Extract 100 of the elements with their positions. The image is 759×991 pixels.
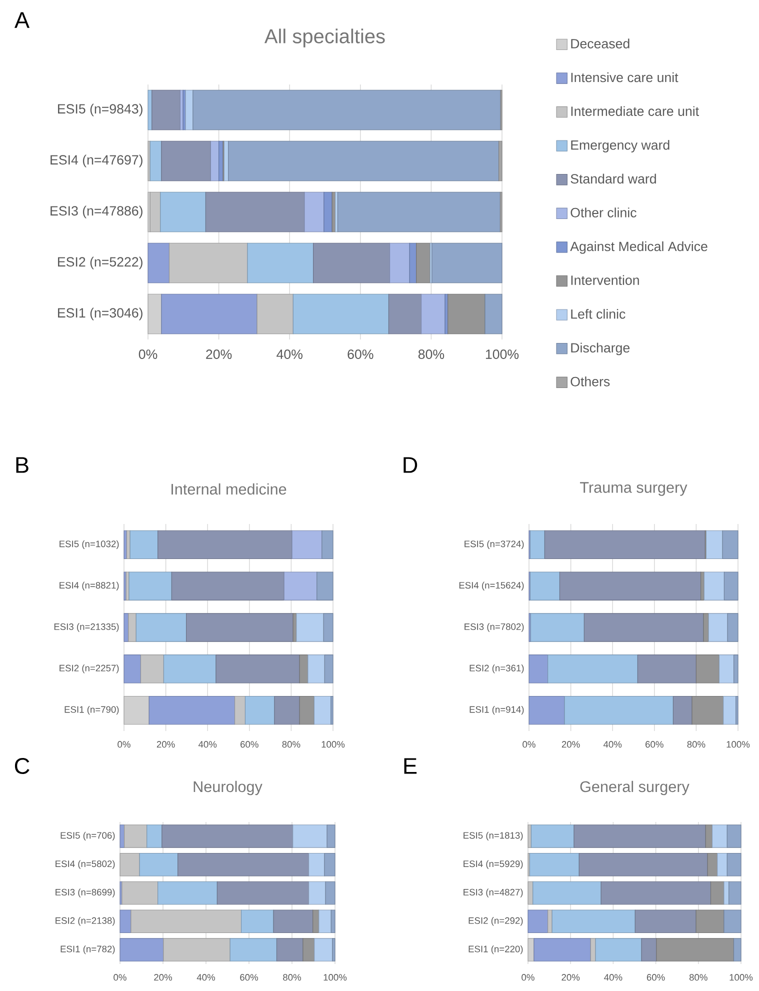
- bar: [528, 654, 548, 684]
- x-tick-label: 20%: [562, 974, 580, 981]
- bar: [705, 824, 713, 848]
- bar: [584, 613, 704, 642]
- y-tick-label: ESI5 (n=706): [60, 832, 115, 841]
- x-tick-label: 40%: [198, 741, 217, 748]
- bar: [696, 910, 724, 934]
- bar: [124, 654, 141, 684]
- bar: [120, 938, 164, 962]
- bar: [160, 192, 206, 232]
- bar: [326, 824, 336, 848]
- x-tick-label: 40%: [604, 974, 622, 981]
- y-tick-label: ESI3 (n=21335): [54, 623, 119, 632]
- legend-label: Against Medical Advice: [570, 241, 708, 254]
- chart-title: Neurology: [194, 780, 262, 796]
- y-tick-label: ESI4 (n=47697): [50, 154, 142, 168]
- x-tick-label: 60%: [348, 350, 374, 359]
- bar: [529, 852, 580, 876]
- legend-label: Left clinic: [571, 308, 626, 319]
- bar: [318, 910, 332, 934]
- x-tick-label: 100%: [322, 741, 345, 748]
- x-tick-label: 60%: [646, 741, 664, 748]
- bar: [528, 824, 532, 848]
- bar: [158, 530, 292, 560]
- bar: [722, 530, 738, 560]
- y-tick-label: ESI1 (n=790): [64, 706, 119, 715]
- bar: [216, 654, 300, 684]
- x-tick-label: 0%: [522, 741, 536, 748]
- bar: [332, 938, 336, 962]
- bar: [308, 654, 325, 684]
- bar: [448, 294, 486, 334]
- x-tick-label: 100%: [730, 974, 753, 981]
- bar: [696, 654, 720, 684]
- y-tick-label: ESI4 (n=5929): [464, 860, 523, 869]
- y-tick-label: ESI1 (n=782): [60, 945, 115, 954]
- bar: [704, 572, 724, 600]
- x-tick-label: 0%: [118, 741, 130, 748]
- bar: [314, 696, 332, 725]
- bar: [728, 881, 742, 905]
- legend-label: Intermediate care unit: [571, 106, 699, 116]
- bar: [186, 613, 294, 642]
- bar: [273, 910, 314, 934]
- bar: [276, 938, 304, 962]
- bar: [210, 140, 220, 182]
- bar: [292, 294, 389, 334]
- bar: [498, 140, 502, 182]
- bar: [256, 294, 294, 334]
- bar: [296, 613, 324, 642]
- bar: [528, 910, 548, 934]
- chart-title: Trauma surgery: [580, 482, 688, 496]
- bar: [532, 881, 602, 905]
- bar: [120, 910, 132, 934]
- bar: [120, 852, 140, 876]
- y-tick-label: ESI2 (n=5222): [58, 256, 142, 270]
- text: E: [404, 758, 417, 774]
- bar: [234, 696, 246, 725]
- bar: [130, 910, 242, 934]
- x-tick-label: 60%: [240, 741, 258, 748]
- bar: [284, 572, 318, 600]
- y-tick-label: ESI1 (n=914): [470, 706, 524, 715]
- text: D: [404, 457, 418, 473]
- bar: [692, 696, 724, 725]
- bar: [324, 852, 336, 876]
- y-tick-label: ESI5 (n=1813): [464, 832, 523, 841]
- bar: [416, 242, 430, 284]
- x-tick-label: 60%: [240, 974, 258, 981]
- bar: [128, 572, 172, 600]
- bar: [700, 572, 704, 600]
- bar: [724, 881, 730, 905]
- legend-label: Deceased: [571, 38, 630, 48]
- y-tick-label: ESI5 (n=1032): [60, 540, 119, 550]
- bar: [724, 910, 742, 934]
- y-tick-label: ESI2 (n=292): [468, 917, 523, 926]
- bar: [322, 530, 334, 560]
- bar: [337, 192, 500, 232]
- legend-label: Intervention: [571, 275, 639, 285]
- bar: [530, 613, 584, 642]
- bar: [724, 572, 738, 600]
- x-tick-label: 0%: [138, 350, 158, 359]
- bar: [130, 530, 158, 560]
- bar: [140, 654, 164, 684]
- bar: [534, 938, 591, 962]
- x-tick-label: 40%: [603, 741, 622, 748]
- bar: [712, 824, 728, 848]
- bar: [148, 90, 152, 130]
- bar: [600, 881, 712, 905]
- bar: [595, 938, 642, 962]
- bar: [163, 654, 216, 684]
- bar: [718, 654, 734, 684]
- bar: [708, 613, 728, 642]
- bar: [304, 192, 324, 232]
- x-tick-label: 80%: [689, 974, 708, 981]
- bar: [240, 910, 274, 934]
- bar: [578, 852, 708, 876]
- text: C: [14, 758, 30, 774]
- bar: [128, 613, 136, 642]
- bar: [710, 881, 724, 905]
- bar: [139, 852, 178, 876]
- y-tick-label: ESI4 (n=5802): [56, 860, 115, 869]
- bar: [707, 852, 718, 876]
